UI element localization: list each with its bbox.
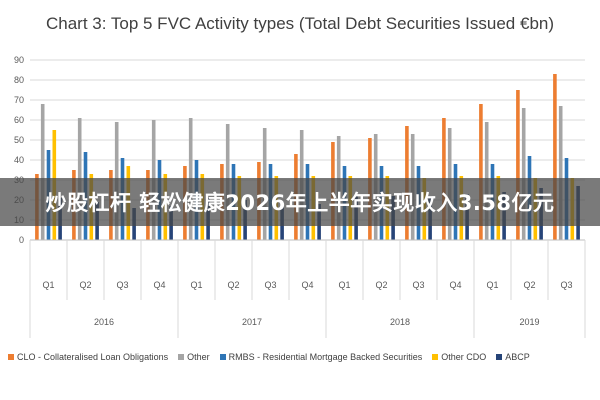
legend-item-other-cdo: Other CDO: [432, 352, 486, 362]
year-group-label: 2017: [242, 317, 262, 327]
bar: [558, 106, 563, 240]
x-tick-label: Q4: [301, 280, 313, 290]
legend-item-abcp: ABCP: [496, 352, 530, 362]
x-tick-label: Q3: [560, 280, 572, 290]
x-tick-label: Q1: [486, 280, 498, 290]
y-tick-label: 60: [14, 115, 24, 125]
y-tick-label: 0: [19, 235, 24, 245]
legend-swatch-rmbs: [219, 354, 226, 360]
x-tick-label: Q1: [338, 280, 350, 290]
legend-swatch-other-cdo: [432, 354, 439, 360]
x-tick-label: Q3: [116, 280, 128, 290]
legend-swatch-clo: [8, 354, 14, 360]
year-group-label: 2016: [94, 317, 114, 327]
chart-title: Chart 3: Top 5 FVC Activity types (Total…: [45, 14, 555, 33]
legend-swatch-other: [178, 354, 185, 360]
chart-legend: CLO - Collateralised Loan Obligations Ot…: [8, 352, 598, 362]
legend-label-other-cdo: Other CDO: [441, 352, 487, 362]
legend-item-clo: CLO - Collateralised Loan Obligations: [8, 352, 168, 362]
legend-label-clo: CLO - Collateralised Loan Obligations: [17, 352, 169, 362]
legend-item-rmbs: RMBS - Residential Mortgage Backed Secur…: [219, 352, 423, 362]
x-tick-label: Q1: [190, 280, 202, 290]
x-tick-label: Q2: [523, 280, 535, 290]
x-tick-label: Q2: [375, 280, 387, 290]
x-tick-label: Q2: [79, 280, 91, 290]
year-group-label: 2018: [390, 317, 410, 327]
bar: [553, 74, 557, 240]
legend-label-rmbs: RMBS - Residential Mortgage Backed Secur…: [228, 352, 423, 362]
x-tick-label: Q4: [153, 280, 165, 290]
bar: [516, 90, 520, 240]
bar: [40, 104, 45, 240]
bar: [479, 104, 483, 240]
bar: [521, 108, 526, 240]
overlay-banner: 炒股杠杆 轻松健康2026年上半年实现收入3.58亿元: [0, 178, 600, 226]
x-tick-label: Q2: [227, 280, 239, 290]
x-tick-label: Q3: [264, 280, 276, 290]
y-tick-label: 80: [14, 75, 24, 85]
overlay-text: 炒股杠杆 轻松健康2026年上半年实现收入3.58亿元: [45, 191, 555, 215]
legend-label-abcp: ABCP: [505, 352, 530, 362]
legend-label-other: Other: [187, 352, 210, 362]
x-tick-label: Q4: [449, 280, 461, 290]
x-tick-label: Q3: [412, 280, 424, 290]
y-tick-label: 90: [14, 55, 24, 65]
y-tick-label: 70: [14, 95, 24, 105]
y-tick-label: 50: [14, 135, 24, 145]
legend-swatch-abcp: [496, 354, 503, 360]
legend-item-other: Other: [178, 352, 210, 362]
x-tick-label: Q1: [42, 280, 54, 290]
y-tick-label: 40: [14, 155, 24, 165]
year-group-label: 2019: [519, 317, 539, 327]
